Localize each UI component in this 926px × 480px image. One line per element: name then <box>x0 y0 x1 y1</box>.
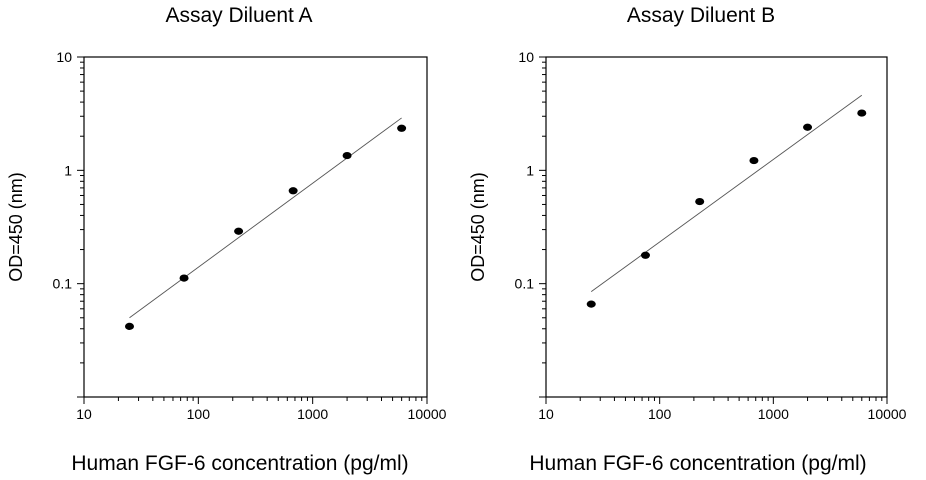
y-tick-label: 0.1 <box>515 276 535 292</box>
y-axis-label: OD=450 (nm) <box>468 172 488 282</box>
plot-frame <box>545 56 888 398</box>
y-tick-label: 10 <box>56 49 72 65</box>
data-point <box>234 227 244 235</box>
data-point <box>695 197 705 206</box>
data-point <box>586 300 596 308</box>
chart-title-right: Assay Diluent B <box>626 4 776 27</box>
x-axis-label-right: Human FGF-6 concentration (pg/ml) <box>529 452 867 475</box>
fit-line <box>590 94 863 293</box>
x-tick-label: 10 <box>538 406 554 422</box>
y-axis-label: OD=450 (nm) <box>6 172 26 282</box>
data-point <box>803 123 813 131</box>
x-tick-label: 100 <box>648 406 672 422</box>
chart-left: 10 100 1000 10000 0.1 1 10 OD=450 (nm) <box>6 49 447 422</box>
plot-frame <box>83 56 428 398</box>
data-point <box>288 187 298 195</box>
x-tick-label: 10000 <box>408 406 447 422</box>
x-tick-label: 10000 <box>868 406 907 422</box>
y-tick-label: 1 <box>526 162 534 178</box>
data-point <box>857 109 867 117</box>
y-tick-label: 0.1 <box>53 276 73 292</box>
chart-right: 10 100 1000 10000 0.1 1 10 OD=450 (nm) <box>468 49 907 422</box>
data-point <box>640 251 650 259</box>
x-tick-label: 10 <box>76 406 92 422</box>
x-tick-label: 1000 <box>297 406 328 422</box>
x-tick-label: 1000 <box>758 406 789 422</box>
data-point <box>397 124 407 132</box>
fit-line <box>129 117 402 319</box>
data-point <box>749 156 759 165</box>
data-point <box>124 322 134 330</box>
y-tick-label: 1 <box>64 162 72 178</box>
chart-title-left: Assay Diluent A <box>165 4 313 27</box>
data-point <box>179 274 189 282</box>
x-tick-label: 100 <box>187 406 211 422</box>
x-axis-label-left: Human FGF-6 concentration (pg/ml) <box>71 452 409 475</box>
y-tick-label: 10 <box>518 49 534 65</box>
data-point <box>342 151 352 160</box>
